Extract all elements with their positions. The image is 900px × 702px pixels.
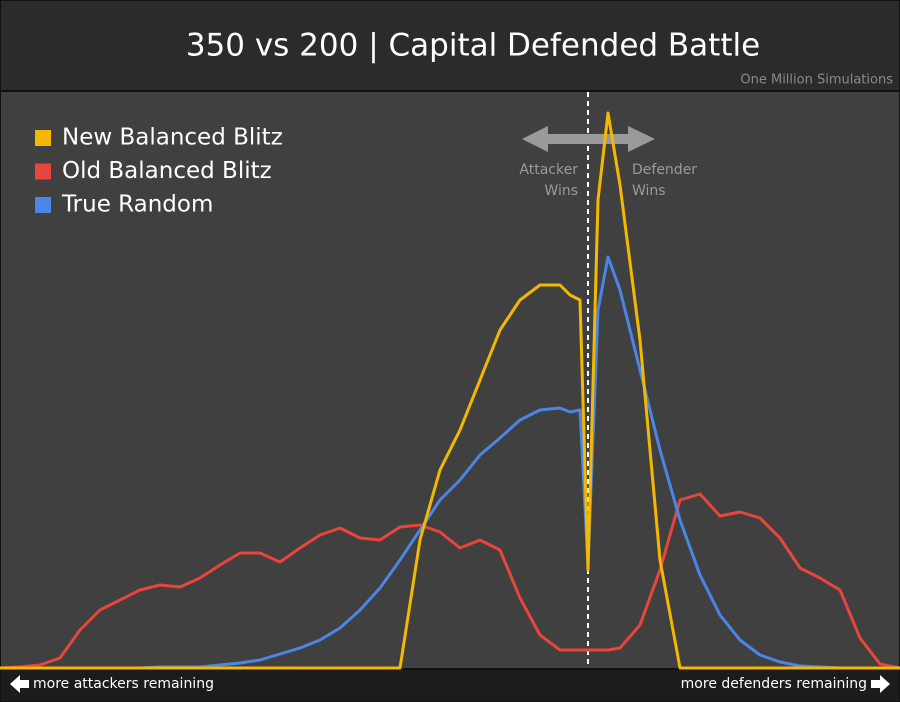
- annotation: Defender: [632, 162, 697, 178]
- annotation: Wins: [632, 183, 666, 199]
- annotation: Attacker: [519, 162, 578, 178]
- legend-label: New Balanced Blitz: [62, 125, 283, 151]
- direction-arrow: [522, 126, 655, 152]
- legend-label: Old Balanced Blitz: [62, 158, 272, 184]
- legend-swatch: [35, 163, 51, 180]
- legend-swatch: [35, 197, 51, 213]
- footer-label: more defenders remaining: [681, 676, 867, 692]
- legend-label: True Random: [61, 192, 213, 218]
- plot-area: [1, 92, 899, 668]
- subtitle: One Million Simulations: [740, 73, 893, 88]
- series-line: [0, 111, 900, 670]
- right-arrow: [871, 675, 890, 693]
- series-line: [0, 492, 900, 670]
- footer: [1, 670, 899, 701]
- footer-label: more attackers remaining: [33, 676, 214, 692]
- left-arrow: [10, 675, 29, 693]
- chart-title: 350 vs 200 | Capital Defended Battle: [186, 28, 760, 64]
- annotation: Wins: [544, 183, 578, 199]
- header: [1, 1, 899, 90]
- legend-swatch: [35, 130, 51, 146]
